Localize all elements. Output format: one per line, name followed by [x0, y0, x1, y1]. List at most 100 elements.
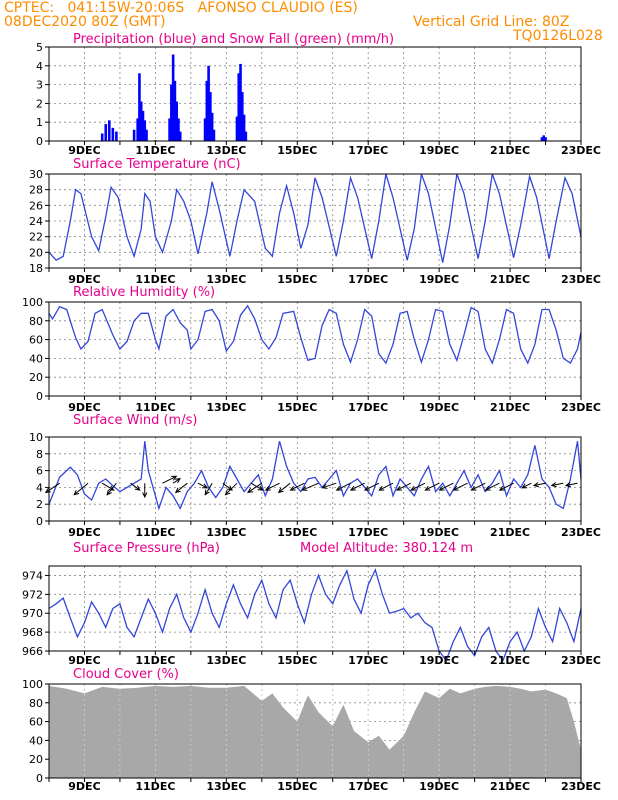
x-tick-label: 13DEC [206, 273, 246, 286]
wind-arrow-head [550, 482, 557, 488]
x-tick-label: 17DEC [348, 780, 388, 793]
precip-bar [239, 63, 242, 141]
wind-arrow [172, 478, 181, 484]
wind-arrow-head [289, 485, 296, 491]
x-tick-label: 15DEC [277, 273, 317, 286]
x-tick-label: 17DEC [348, 526, 388, 539]
y-tick-label: 972 [22, 588, 43, 601]
wind-arrow [379, 482, 394, 491]
x-tick-label: 9DEC [68, 401, 100, 414]
y-tick-label: 0 [36, 772, 43, 785]
y-tick-label: 24 [29, 215, 43, 228]
x-tick-label: 19DEC [419, 401, 459, 414]
y-tick-label: 40 [29, 352, 43, 365]
y-tick-label: 20 [29, 371, 43, 384]
y-tick-label: 968 [22, 626, 43, 639]
wind-arrow-head [174, 487, 181, 494]
x-tick-label: 19DEC [419, 144, 459, 157]
wind-arrow [485, 482, 500, 491]
panel-4: Surface Wind (m/s) 0 2 4 6 8 10 9DEC 11DEC 13DEC 1… [29, 413, 601, 539]
y-tick-label: 18 [29, 262, 43, 275]
wind-arrow [453, 482, 468, 491]
wind-arrow-head [349, 485, 356, 491]
x-tick-label: 21DEC [490, 401, 530, 414]
x-tick-label: 17DEC [348, 273, 388, 286]
x-tick-label: 21DEC [490, 654, 530, 667]
wind-arrow-head [175, 477, 181, 484]
wind-arrow [350, 482, 365, 491]
wind-arrow [265, 482, 280, 491]
wind-arrow [290, 482, 305, 491]
wind-arrow [197, 482, 208, 489]
wind-arrow [204, 482, 213, 495]
x-tick-label: 19DEC [419, 526, 459, 539]
y-tick-label: 2 [36, 498, 43, 511]
precip-bar [242, 114, 246, 141]
wind-arrow-head [171, 475, 178, 481]
x-tick-label: 23DEC [561, 780, 601, 793]
panel-6: Cloud Cover (%) 0 20 40 60 80 100 9DEC 11DEC 13DE… [22, 667, 601, 793]
wind-arrow-head [106, 489, 112, 496]
wind-arrow [471, 482, 486, 491]
wind-arrow [278, 482, 291, 493]
wind-arrow [247, 482, 263, 493]
wind-arrow [130, 482, 141, 491]
y-tick-label: 4 [36, 60, 43, 73]
wind-arrow-head [301, 485, 308, 491]
y-tick-label: 970 [22, 607, 43, 620]
y-tick-label: 20 [29, 753, 43, 766]
precip-bar [540, 137, 544, 141]
y-tick-label: 100 [22, 678, 43, 691]
precip-bar [212, 129, 216, 141]
panel-2: Surface Temperature (nC) 18 20 22 24 26 28 30 9D… [29, 157, 601, 286]
wind-arrow [551, 482, 564, 486]
wind-arrow [396, 482, 411, 491]
wind-arrow-head [564, 482, 571, 488]
x-tick-label: 11DEC [135, 526, 175, 539]
panel-5: Surface Pressure (hPa) Model Altitude: 38… [22, 541, 601, 667]
precip-bar [173, 80, 177, 141]
y-tick-label: 5 [36, 41, 43, 54]
precip-bar [107, 120, 111, 141]
series-line [48, 173, 582, 263]
panel-3: Relative Humidity (%) 0 20 40 60 80 100 9DEC 11D… [22, 285, 601, 414]
panel-title: Cloud Cover (%) [73, 667, 179, 682]
precip-bar [104, 124, 108, 141]
precip-bar [143, 120, 147, 141]
wind-arrow-head [484, 485, 491, 491]
x-tick-label: 15DEC [277, 526, 317, 539]
wind-arrow [521, 482, 532, 489]
x-tick-label: 17DEC [348, 144, 388, 157]
wind-arrow [45, 482, 60, 493]
wind-arrow [222, 482, 233, 491]
x-tick-label: 21DEC [490, 526, 530, 539]
x-tick-label: 21DEC [490, 144, 530, 157]
panel-frame [48, 436, 582, 522]
y-tick-label: 1 [36, 116, 43, 129]
wind-arrow-head [424, 485, 431, 491]
y-tick-label: 26 [29, 199, 43, 212]
wind-arrow-head [498, 485, 505, 491]
x-tick-label: 23DEC [561, 654, 601, 667]
wind-arrow-head [378, 485, 385, 491]
wind-arrow [533, 482, 546, 486]
y-tick-label: 974 [22, 569, 43, 582]
x-tick-label: 17DEC [348, 401, 388, 414]
x-tick-label: 13DEC [206, 401, 246, 414]
wind-arrow [565, 482, 578, 486]
y-tick-label: 6 [36, 465, 43, 478]
wind-arrow-head [364, 485, 371, 491]
wind-arrow [410, 482, 426, 491]
precip-bar [235, 116, 239, 141]
precip-bar [175, 101, 178, 141]
wind-arrow-head [224, 489, 231, 496]
x-tick-label: 11DEC [135, 273, 175, 286]
precip-bar [111, 127, 115, 141]
cloud-cover-area [49, 685, 581, 778]
precip-bar [141, 110, 145, 141]
wind-arrow [364, 482, 380, 491]
wind-arrow-head [521, 483, 528, 489]
y-tick-label: 30 [29, 168, 43, 181]
wind-arrow [162, 475, 177, 484]
